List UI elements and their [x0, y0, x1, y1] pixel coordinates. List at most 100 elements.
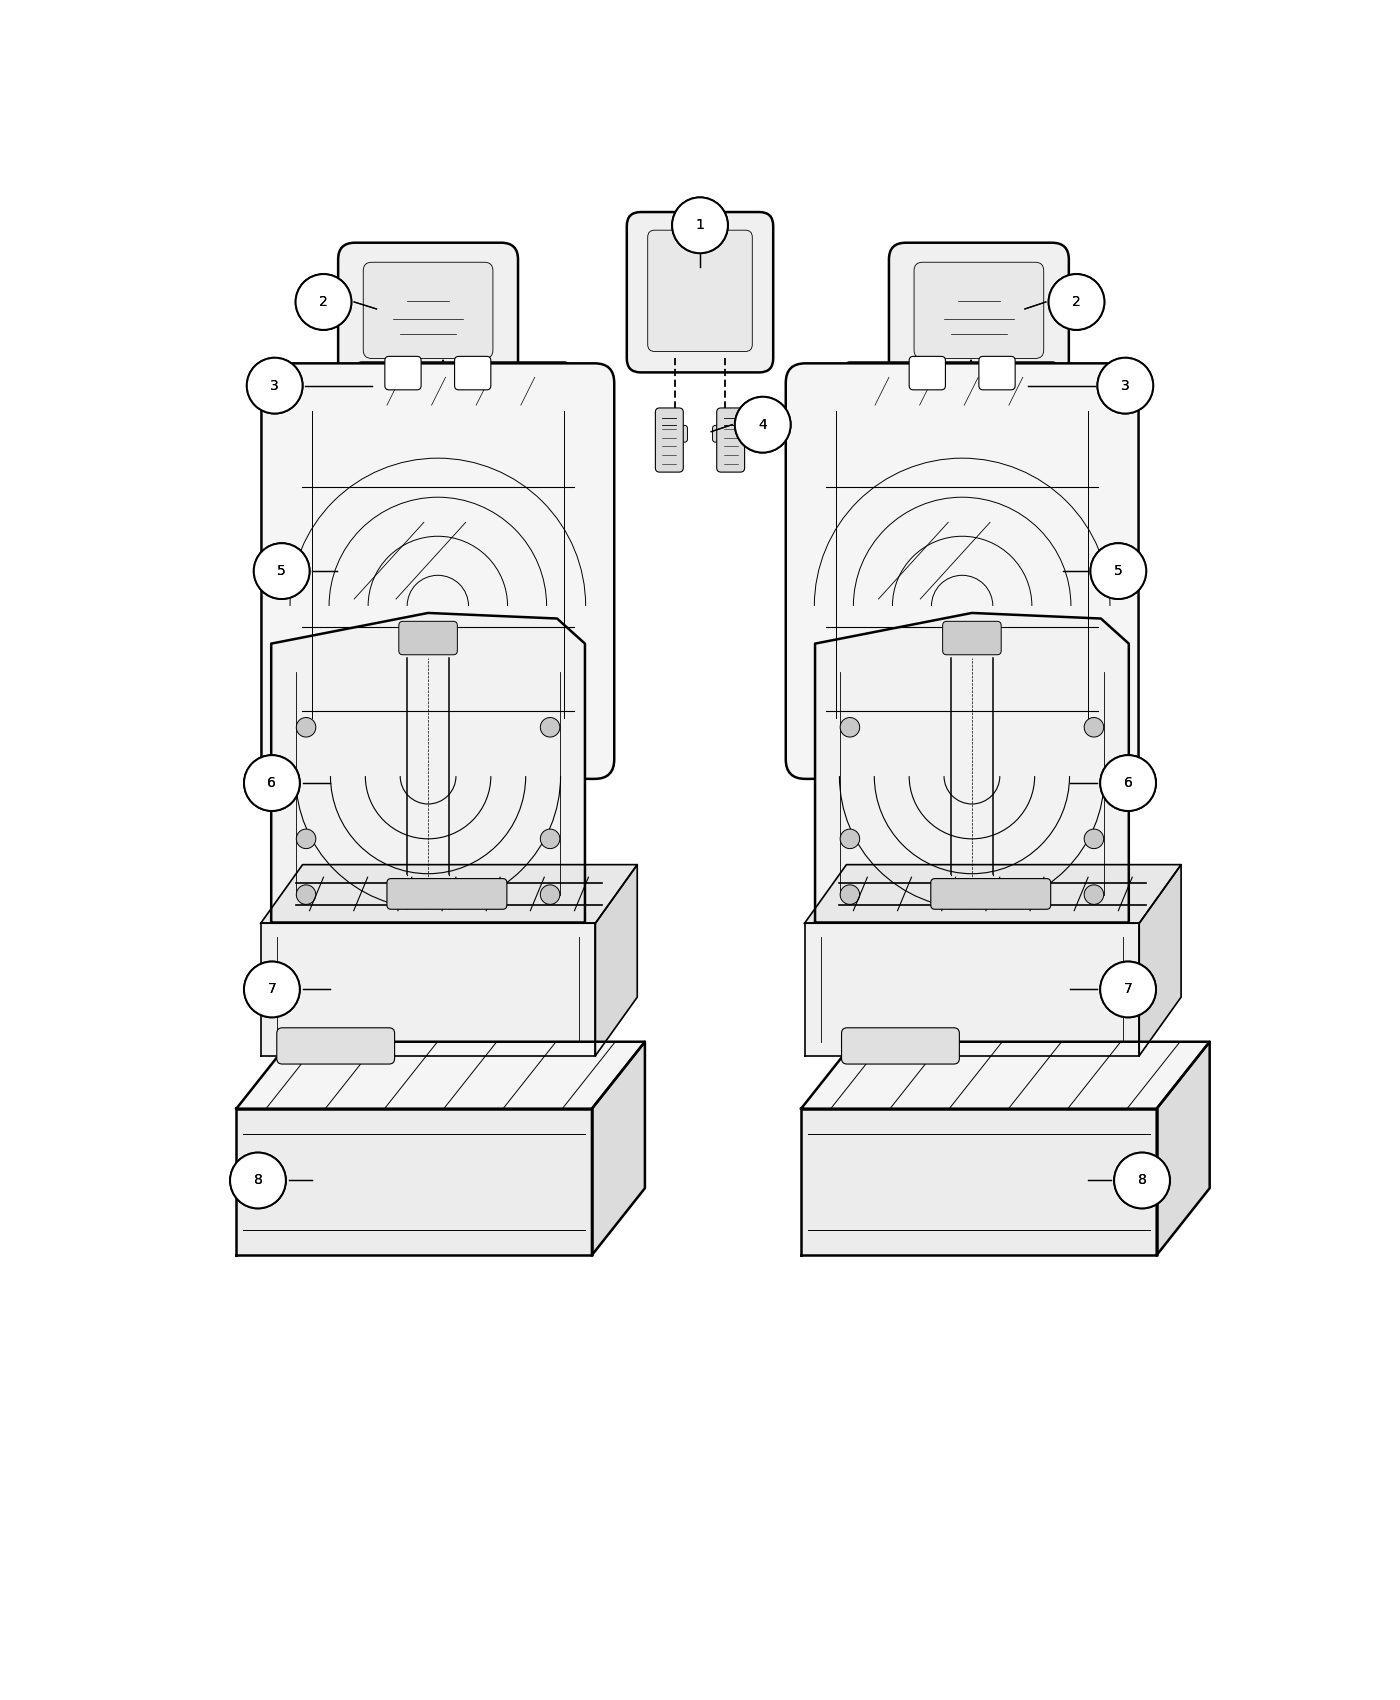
FancyBboxPatch shape	[399, 620, 458, 654]
Circle shape	[295, 274, 351, 330]
Circle shape	[840, 717, 860, 738]
Polygon shape	[805, 923, 1140, 1056]
Text: 2: 2	[1072, 296, 1081, 309]
Circle shape	[244, 962, 300, 1017]
FancyBboxPatch shape	[942, 620, 1001, 654]
FancyBboxPatch shape	[979, 357, 1015, 389]
Circle shape	[244, 755, 300, 811]
Circle shape	[1100, 962, 1156, 1017]
Polygon shape	[801, 1108, 1156, 1255]
Text: 5: 5	[1114, 564, 1123, 578]
Text: 4: 4	[759, 418, 767, 432]
Polygon shape	[815, 614, 1128, 923]
Polygon shape	[595, 865, 637, 1056]
Circle shape	[246, 357, 302, 413]
Circle shape	[672, 197, 728, 253]
FancyBboxPatch shape	[655, 408, 683, 473]
Circle shape	[735, 396, 791, 452]
FancyBboxPatch shape	[356, 362, 570, 418]
Text: 7: 7	[1124, 983, 1133, 996]
Text: 8: 8	[253, 1173, 262, 1188]
FancyBboxPatch shape	[785, 364, 1138, 779]
Text: 3: 3	[270, 379, 279, 393]
FancyBboxPatch shape	[277, 1028, 395, 1064]
Polygon shape	[805, 865, 1182, 923]
Polygon shape	[237, 1042, 645, 1108]
FancyBboxPatch shape	[455, 357, 491, 389]
Circle shape	[253, 544, 309, 598]
Polygon shape	[801, 1042, 1210, 1108]
FancyBboxPatch shape	[909, 357, 945, 389]
Text: 3: 3	[1121, 379, 1130, 393]
FancyBboxPatch shape	[717, 408, 745, 473]
Circle shape	[840, 886, 860, 904]
FancyBboxPatch shape	[844, 362, 1057, 418]
Circle shape	[735, 396, 791, 452]
Circle shape	[1084, 830, 1103, 848]
FancyBboxPatch shape	[662, 425, 687, 442]
Circle shape	[230, 1153, 286, 1209]
FancyBboxPatch shape	[339, 243, 518, 381]
Polygon shape	[260, 923, 595, 1056]
Circle shape	[1091, 544, 1147, 598]
Text: 2: 2	[319, 296, 328, 309]
Text: 6: 6	[1124, 777, 1133, 790]
Text: 7: 7	[267, 983, 276, 996]
Text: 2: 2	[319, 296, 328, 309]
Circle shape	[1049, 274, 1105, 330]
Circle shape	[246, 357, 302, 413]
Text: 7: 7	[267, 983, 276, 996]
Circle shape	[297, 830, 316, 848]
Circle shape	[244, 755, 300, 811]
Circle shape	[1098, 357, 1154, 413]
FancyBboxPatch shape	[262, 364, 615, 779]
Circle shape	[230, 1153, 286, 1209]
Circle shape	[1098, 357, 1154, 413]
Text: 5: 5	[277, 564, 286, 578]
Circle shape	[840, 830, 860, 848]
Polygon shape	[1156, 1042, 1210, 1255]
Circle shape	[1100, 755, 1156, 811]
Circle shape	[1049, 274, 1105, 330]
FancyBboxPatch shape	[841, 1028, 959, 1064]
Circle shape	[1114, 1153, 1170, 1209]
Circle shape	[297, 886, 316, 904]
Circle shape	[540, 830, 560, 848]
Text: 7: 7	[1124, 983, 1133, 996]
Text: 3: 3	[1121, 379, 1130, 393]
Polygon shape	[592, 1042, 645, 1255]
Polygon shape	[260, 865, 637, 923]
Text: 6: 6	[1124, 777, 1133, 790]
Circle shape	[672, 197, 728, 253]
Text: 1: 1	[696, 218, 704, 233]
Circle shape	[244, 962, 300, 1017]
Text: 8: 8	[1138, 1173, 1147, 1188]
Text: 8: 8	[253, 1173, 262, 1188]
Circle shape	[1100, 962, 1156, 1017]
FancyBboxPatch shape	[385, 357, 421, 389]
Circle shape	[1100, 755, 1156, 811]
Circle shape	[540, 717, 560, 738]
FancyBboxPatch shape	[386, 879, 507, 910]
Text: 8: 8	[1138, 1173, 1147, 1188]
FancyBboxPatch shape	[713, 425, 738, 442]
FancyBboxPatch shape	[627, 212, 773, 372]
Text: 5: 5	[1114, 564, 1123, 578]
Polygon shape	[1140, 865, 1182, 1056]
Text: 6: 6	[267, 777, 276, 790]
Text: 6: 6	[267, 777, 276, 790]
FancyBboxPatch shape	[914, 262, 1044, 359]
Text: 2: 2	[1072, 296, 1081, 309]
Circle shape	[1084, 886, 1103, 904]
Polygon shape	[272, 614, 585, 923]
Text: 1: 1	[696, 218, 704, 233]
Circle shape	[1084, 717, 1103, 738]
Circle shape	[295, 274, 351, 330]
Polygon shape	[237, 1108, 592, 1255]
Text: 4: 4	[759, 418, 767, 432]
Circle shape	[297, 717, 316, 738]
FancyBboxPatch shape	[648, 230, 752, 352]
Circle shape	[253, 544, 309, 598]
Circle shape	[1114, 1153, 1170, 1209]
FancyBboxPatch shape	[363, 262, 493, 359]
